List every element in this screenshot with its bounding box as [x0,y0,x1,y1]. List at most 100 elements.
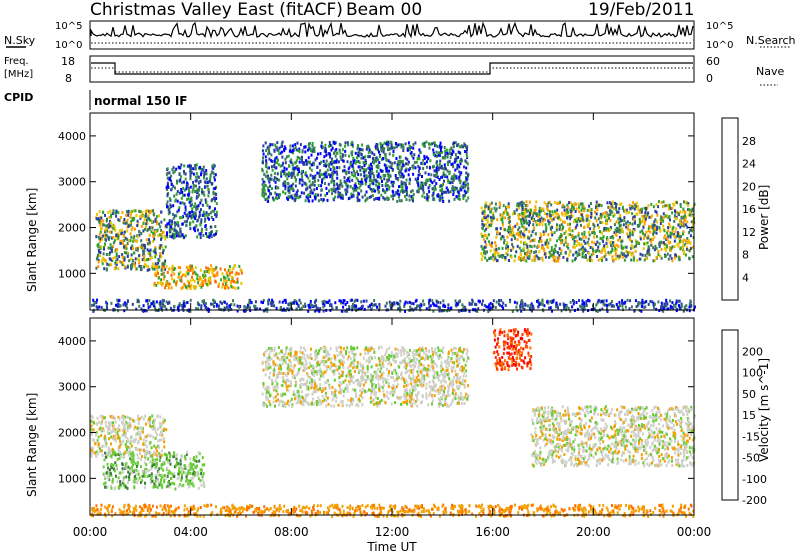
echo-cell [579,219,582,223]
echo-cell [361,195,364,199]
echo-cell [431,187,434,191]
echo-cell [623,209,625,213]
echo-cell [507,246,510,250]
echo-cell [360,177,363,181]
echo-cell [130,212,132,216]
echo-cell [461,303,464,307]
echo-cell [617,256,620,260]
echo-cell [664,303,667,307]
echo-cell [382,196,385,200]
echo-cell [441,196,444,200]
echo-cell [183,211,186,215]
echo-cell [192,484,195,488]
echo-cell [324,150,327,154]
echo-cell [177,231,180,235]
echo-cell [327,163,330,167]
echo-cell [217,307,220,311]
echo-cell [111,259,114,262]
echo-cell [133,216,136,220]
echo-cell [300,171,303,175]
echo-cell [674,305,677,309]
echo-cell [515,208,518,212]
echo-cell [517,228,520,232]
echo-cell [161,305,164,309]
echo-cell [375,159,378,163]
echo-cell [416,180,419,184]
echo-cell [163,262,166,266]
echo-cell [380,149,383,153]
echo-cell [404,309,406,313]
echo-cell [550,203,553,207]
echo-cell [195,163,198,167]
echo-cell [541,207,544,211]
echo-cell [629,238,632,242]
echo-cell [130,220,133,224]
echo-cell [198,275,201,279]
echo-cell [581,304,584,308]
echo-cell [130,264,132,268]
echo-cell [173,475,176,478]
echo-cell [212,218,215,221]
echo-cell [440,146,442,149]
echo-cell [546,204,549,208]
echo-cell [523,307,526,311]
echo-cell [347,167,350,171]
echo-cell [557,202,560,205]
echo-cell [442,173,445,177]
echo-cell [349,196,352,200]
echo-cell [215,266,218,269]
echo-cell [425,181,428,185]
echo-cell [574,227,577,231]
echo-cell [633,256,636,260]
echo-cell [666,244,668,248]
echo-cell [115,209,118,213]
echo-cell [179,483,182,487]
echo-cell [422,184,425,188]
echo-cell [499,232,501,236]
echo-cell [644,220,647,224]
echo-cell [541,256,544,260]
echo-cell [182,483,185,487]
echo-cell [144,246,147,250]
echo-cell [341,194,344,198]
echo-cell [451,185,454,189]
echo-cell [391,168,394,171]
echo-cell [160,281,163,285]
echo-cell [685,304,688,308]
echo-cell [549,300,552,304]
echo-cell [339,155,342,159]
echo-cell [692,222,695,226]
echo-cell [138,230,141,233]
echo-cell [676,242,679,246]
echo-cell [381,179,383,183]
echo-cell [383,141,386,145]
echo-cell [190,216,193,220]
echo-cell [270,303,273,307]
echo-cell [132,251,135,255]
echo-cell [198,180,201,184]
echo-cell [398,163,401,167]
echo-cell [385,142,388,146]
echo-cell [116,304,119,308]
echo-cell [613,207,616,210]
echo-cell [389,306,392,310]
echo-cell [191,268,194,272]
echo-cell [172,171,175,175]
echo-cell [668,215,671,218]
echo-cell [173,304,176,308]
echo-cell [595,212,598,216]
echo-cell [560,211,563,215]
echo-cell [685,253,687,257]
echo-cell [354,304,357,308]
echo-cell [107,246,110,250]
echo-cell [643,242,646,246]
echo-cell [492,216,495,220]
echo-cell [268,166,270,170]
echo-cell [351,178,354,182]
echo-cell [618,203,621,207]
echo-cell [408,144,411,148]
echo-cell [537,215,540,219]
echo-cell [553,200,556,204]
echo-cell [183,282,186,286]
echo-cell [637,301,640,305]
